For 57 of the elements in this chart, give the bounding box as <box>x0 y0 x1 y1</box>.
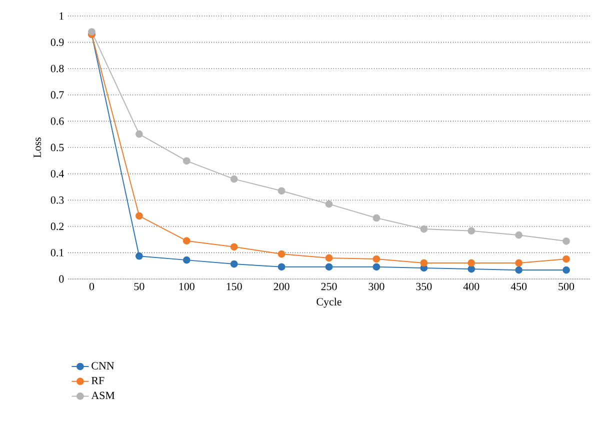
point <box>278 263 286 271</box>
y-axis-title: Loss <box>34 138 41 158</box>
point <box>325 263 333 271</box>
point <box>230 175 238 183</box>
point <box>562 237 570 245</box>
x-tick-label: 450 <box>510 282 527 290</box>
point <box>372 255 380 263</box>
point <box>182 256 190 264</box>
point <box>420 225 428 233</box>
x-tick-label: 300 <box>368 282 384 290</box>
legend-label: CNN <box>92 362 114 370</box>
x-tick-label: 400 <box>463 282 480 290</box>
point <box>278 250 286 258</box>
legend-label: ASM <box>91 392 115 400</box>
y-tick-label: 0.8 <box>50 64 64 72</box>
point <box>468 265 476 273</box>
point <box>135 130 143 138</box>
y-tick-label: 1 <box>60 12 64 20</box>
y-tick-label: 0.4 <box>50 170 64 178</box>
point <box>230 260 238 268</box>
y-tick-label: 0.5 <box>50 144 64 152</box>
legend-label: RF <box>92 376 104 384</box>
x-tick-label: 150 <box>226 282 242 290</box>
y-tick-label: 0 <box>59 275 64 283</box>
x-tick-label: 250 <box>321 282 337 290</box>
point <box>88 28 96 36</box>
point <box>562 255 570 263</box>
point <box>515 231 523 239</box>
point <box>325 254 333 262</box>
point <box>515 266 523 274</box>
point <box>135 212 143 220</box>
point <box>515 259 523 267</box>
point <box>135 252 143 260</box>
point <box>468 259 476 267</box>
point <box>372 263 380 271</box>
x-tick-label: 100 <box>179 282 194 290</box>
point <box>468 227 476 235</box>
y-tick-label: 0.1 <box>50 248 64 256</box>
x-tick-label: 500 <box>558 282 574 290</box>
point <box>182 237 190 245</box>
y-tick-label: 0.6 <box>50 117 64 125</box>
point <box>420 259 428 267</box>
point <box>562 266 570 274</box>
y-tick-label: 0.7 <box>50 91 64 99</box>
x-tick-label: 350 <box>416 282 432 290</box>
x-axis-title: Cycle <box>316 298 342 308</box>
x-tick-label: 0 <box>89 282 94 290</box>
point <box>278 187 286 195</box>
x-tick-label: 200 <box>274 282 290 290</box>
y-tick-label: 0.2 <box>50 222 64 230</box>
x-tick-label: 50 <box>134 282 144 290</box>
point <box>325 200 333 208</box>
y-tick-label: 0.9 <box>50 38 64 46</box>
y-tick-label: 0.3 <box>50 196 64 204</box>
point <box>182 157 190 165</box>
point <box>230 243 238 251</box>
point <box>372 214 380 222</box>
